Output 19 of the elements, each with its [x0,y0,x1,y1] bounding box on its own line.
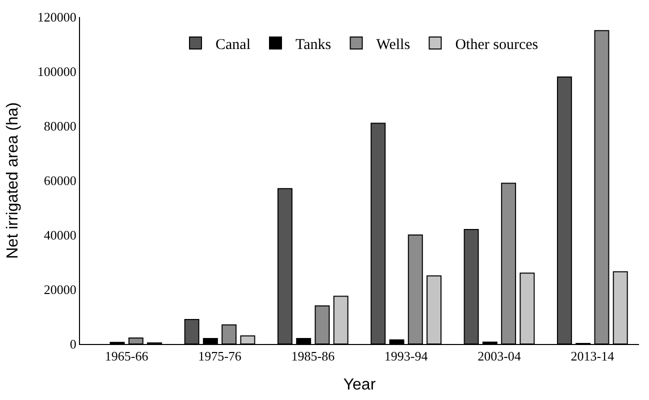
y-tick-label: 120000 [37,10,76,25]
x-tick-label: 1965-66 [104,348,149,364]
y-tick-label: 100000 [37,64,76,80]
legend-label: Canal [216,36,250,53]
x-tick-label: 1993-94 [384,348,428,364]
legend-label: Wells [376,36,410,53]
x-tick-label: 1985-86 [291,348,336,364]
y-axis-title: Net irrigated area (ha) [4,102,22,259]
y-tick-label: 0 [70,336,76,352]
legend-label: Tanks [296,36,332,53]
x-tick-label: 2013-14 [570,348,615,364]
y-tick-label: 80000 [44,118,76,134]
x-axis-title: Year [343,376,376,394]
x-tick-label: 2003-04 [478,348,522,364]
legend-label: Other sources [455,36,538,53]
y-tick-label: 40000 [44,228,76,243]
x-tick-label: 1975-76 [198,348,242,364]
y-tick-label: 20000 [44,282,76,298]
y-tick-label: 60000 [44,173,76,188]
